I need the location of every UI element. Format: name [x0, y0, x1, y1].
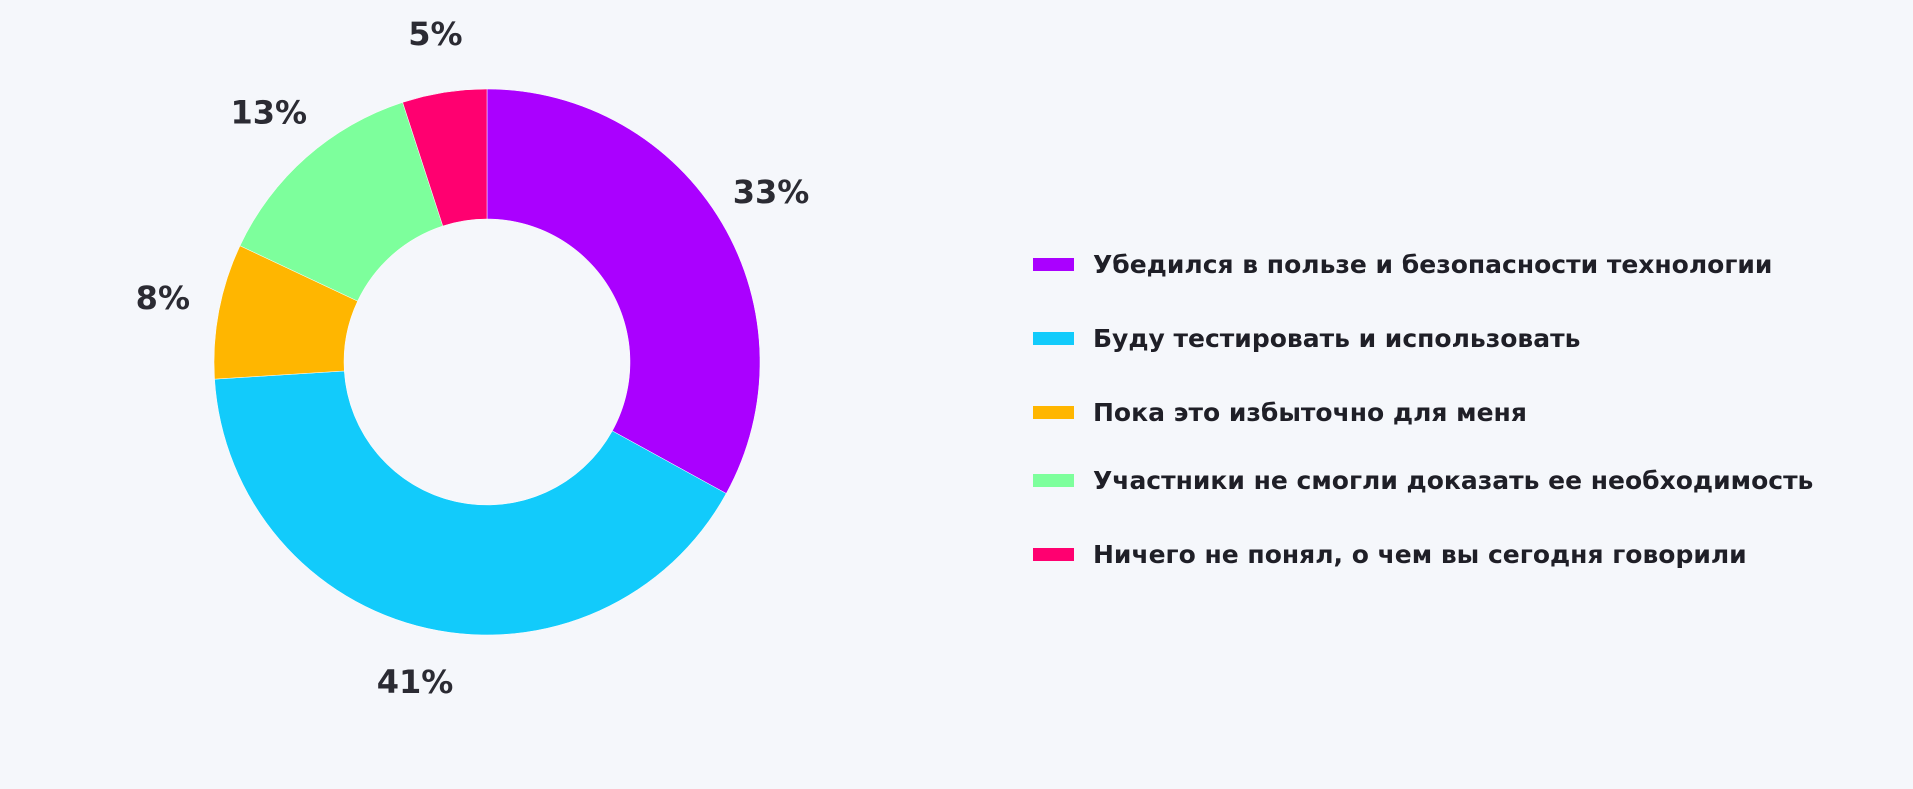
data-label-1: 41% — [377, 663, 454, 701]
donut-slice-4 — [402, 88, 488, 227]
legend-swatch-4 — [1033, 547, 1074, 561]
donut-slice-0 — [486, 88, 761, 494]
legend-item-3: Участники не смогли доказать ее необходи… — [1033, 460, 1813, 500]
donut-slice-1 — [214, 370, 727, 636]
legend-item-1: Буду тестировать и использовать — [1033, 318, 1580, 358]
donut-data-labels: 33% 41% 8% 13% 5% — [136, 15, 810, 701]
legend-item-0: Убедился в пользе и безопасности техноло… — [1033, 244, 1772, 284]
legend-swatch-0 — [1033, 257, 1074, 271]
legend-label-0: Убедился в пользе и безопасности техноло… — [1093, 249, 1773, 279]
legend-swatch-2 — [1033, 405, 1074, 419]
legend-label-4: Ничего не понял, о чем вы сегодня говори… — [1093, 539, 1747, 569]
legend-label-1: Буду тестировать и использовать — [1093, 323, 1581, 353]
donut-slices — [213, 88, 761, 636]
data-label-3: 13% — [230, 93, 307, 131]
data-label-4: 5% — [408, 15, 462, 53]
data-label-0: 33% — [733, 173, 810, 211]
legend-swatch-3 — [1033, 473, 1074, 487]
legend-item-2: Пока это избыточно для меня — [1033, 392, 1527, 432]
data-label-2: 8% — [136, 279, 190, 317]
legend-item-4: Ничего не понял, о чем вы сегодня говори… — [1033, 534, 1747, 574]
legend-label-3: Участники не смогли доказать ее необходи… — [1093, 465, 1814, 495]
legend-swatch-1 — [1033, 331, 1074, 345]
donut-slice-3 — [239, 102, 444, 302]
legend-label-2: Пока это избыточно для меня — [1093, 397, 1527, 427]
